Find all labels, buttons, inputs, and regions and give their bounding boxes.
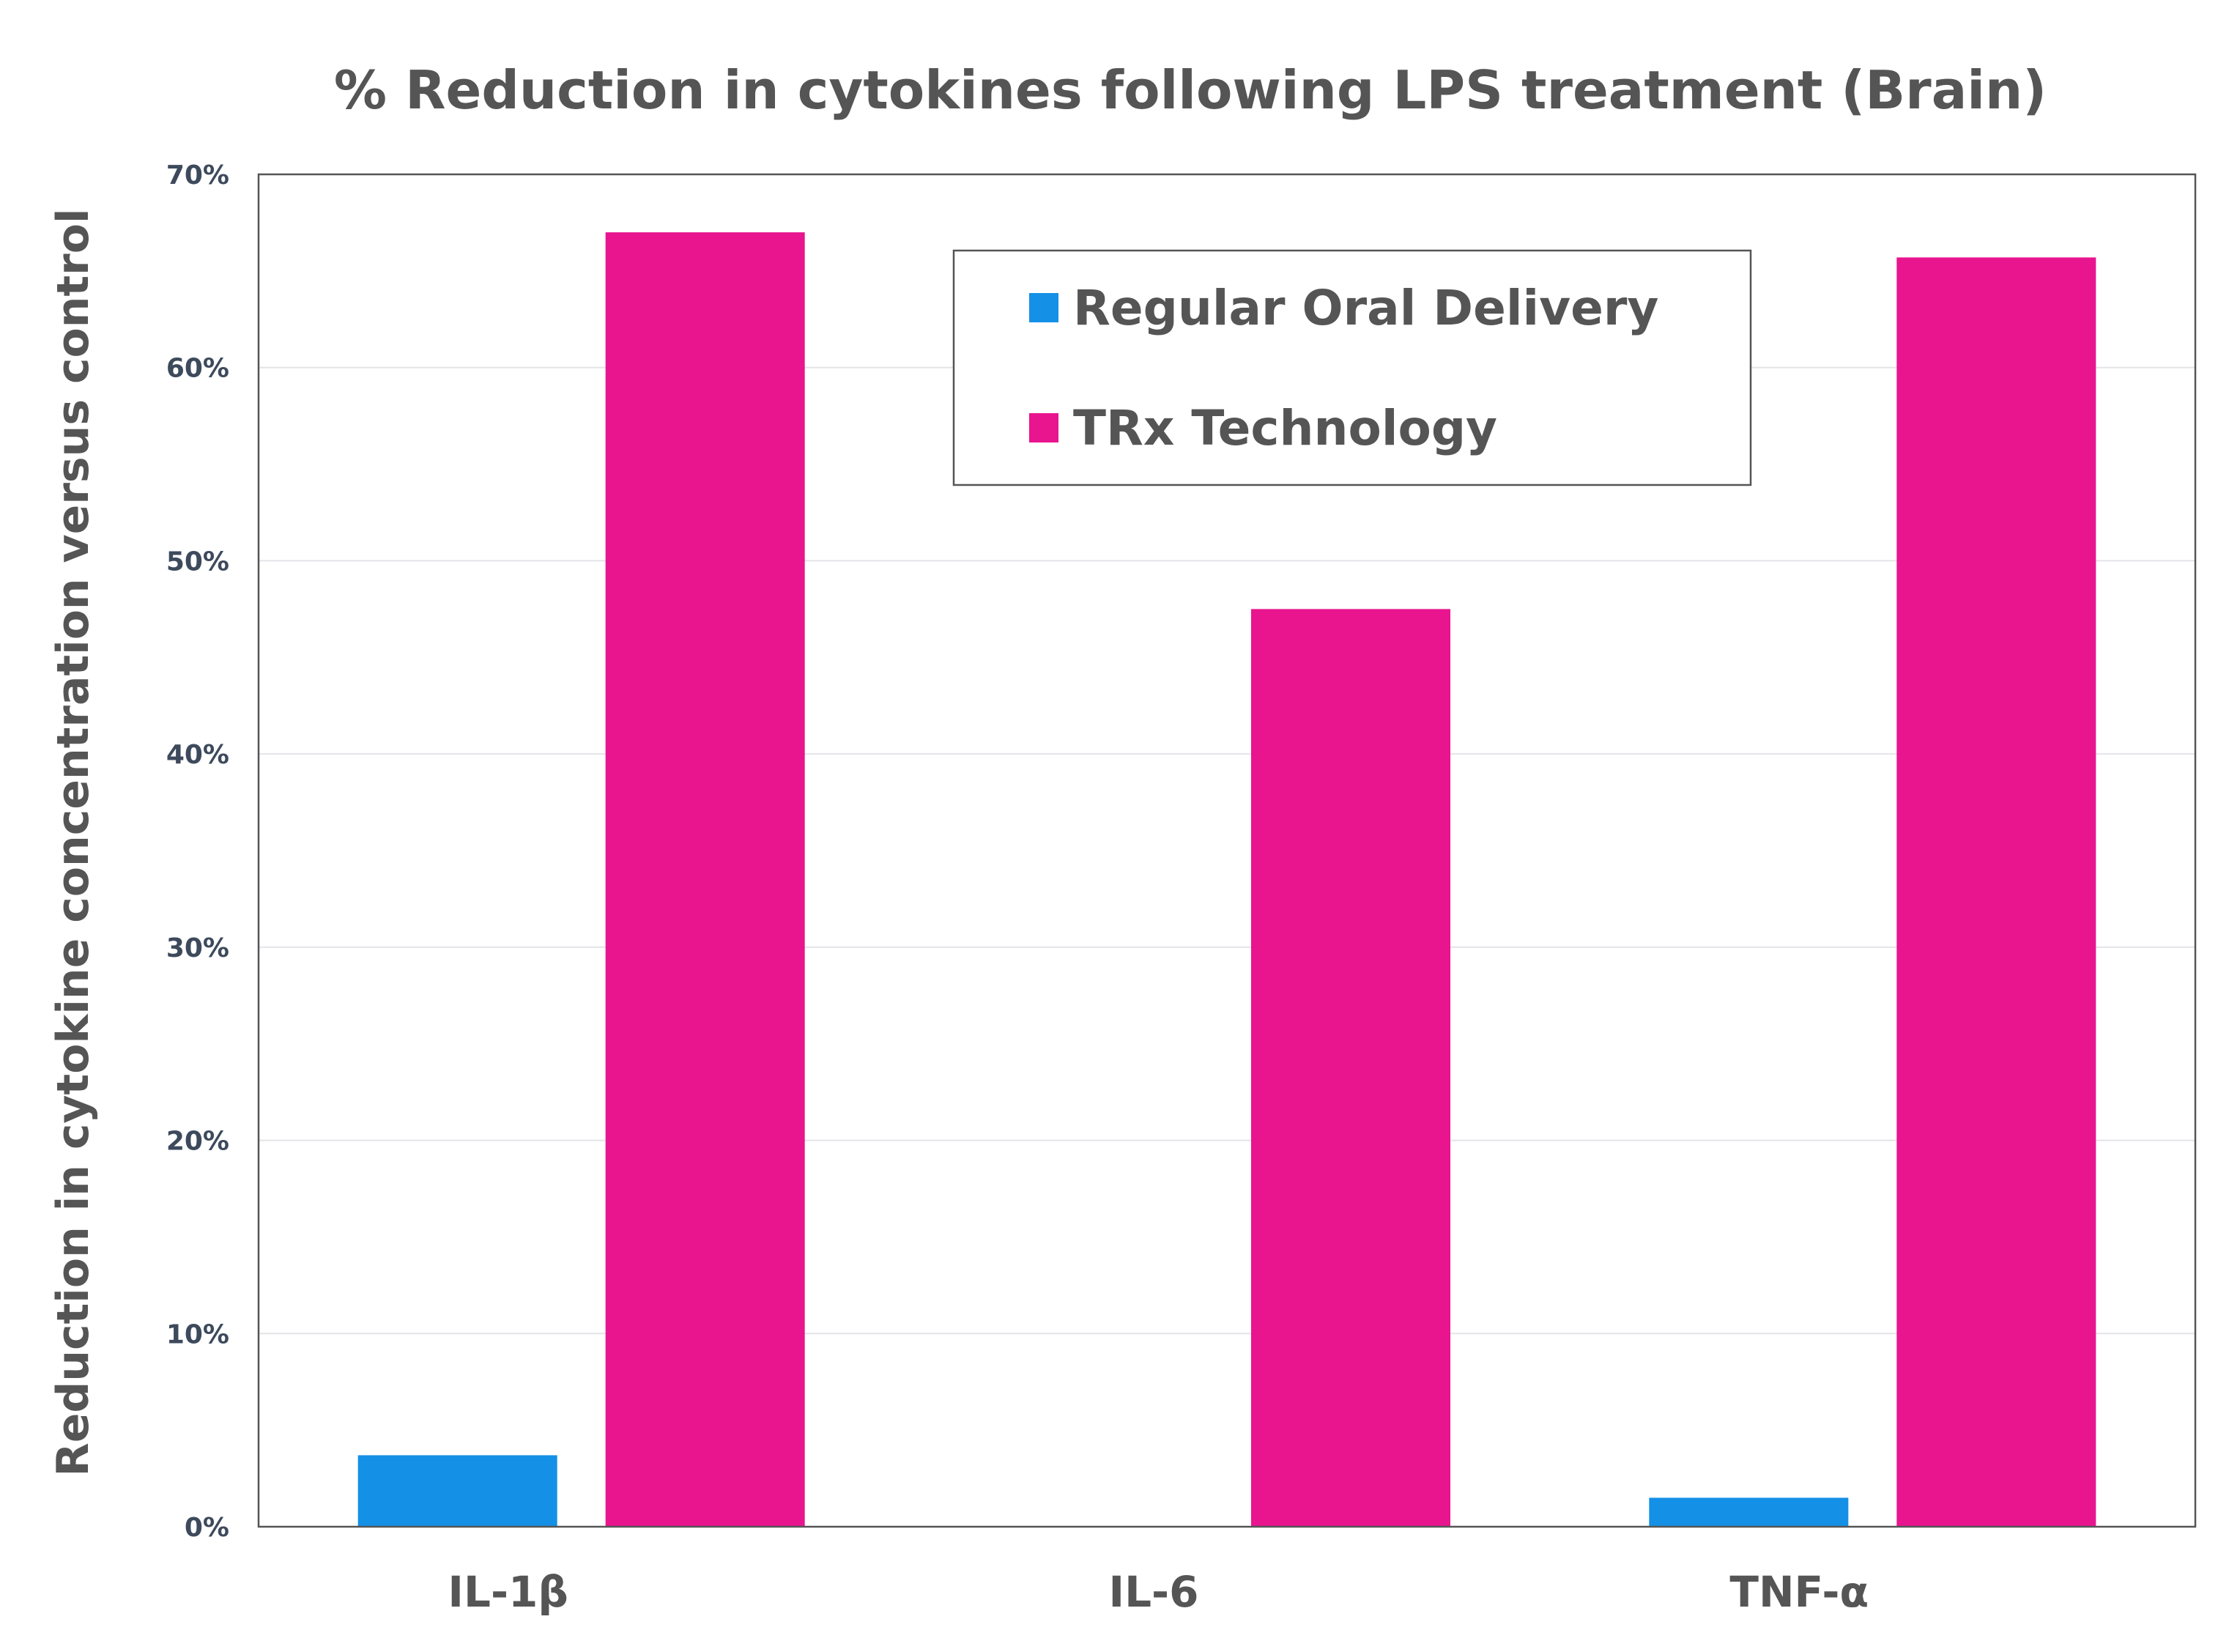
y-axis-ticks: 0% 10% 20% 30% 40% 50% 60% 70% bbox=[166, 160, 229, 1543]
y-tick-label: 40% bbox=[166, 740, 229, 770]
legend-swatch-trx-technology bbox=[1029, 413, 1058, 442]
y-axis-label: Reduction in cytokine concentration vers… bbox=[48, 208, 99, 1476]
y-tick-label: 30% bbox=[166, 933, 229, 963]
chart-title: % Reduction in cytokines following LPS t… bbox=[334, 59, 2047, 121]
y-tick-label: 10% bbox=[166, 1319, 229, 1349]
bar-regular-oral-delivery-tnf bbox=[1649, 1497, 1849, 1527]
y-tick-label: 60% bbox=[166, 354, 229, 384]
legend-swatch-regular-oral-delivery bbox=[1029, 293, 1058, 322]
y-tick-label: 50% bbox=[166, 547, 229, 577]
y-tick-label: 0% bbox=[185, 1513, 229, 1543]
x-tick-label: IL-1β bbox=[448, 1567, 568, 1617]
bar-trx-technology-il-1 bbox=[605, 232, 805, 1527]
x-tick-label: IL-6 bbox=[1109, 1567, 1199, 1617]
bar-trx-technology-tnf bbox=[1896, 257, 2096, 1527]
bar-trx-technology-il-6 bbox=[1251, 609, 1450, 1527]
bars bbox=[357, 232, 2096, 1527]
legend-label-regular-oral-delivery: Regular Oral Delivery bbox=[1073, 280, 1658, 336]
plot-frame bbox=[257, 173, 2197, 1528]
legend-box bbox=[952, 249, 1752, 486]
y-tick-label: 20% bbox=[166, 1127, 229, 1157]
x-axis-ticks: IL-1β IL-6 TNF-α bbox=[448, 1567, 1869, 1617]
y-tick-label: 70% bbox=[166, 160, 229, 190]
bar-regular-oral-delivery-il-1 bbox=[357, 1455, 557, 1527]
x-tick-label: TNF-α bbox=[1729, 1567, 1869, 1617]
legend-label-trx-technology: TRx Technology bbox=[1073, 400, 1497, 456]
legend: Regular Oral Delivery TRx Technology bbox=[952, 249, 1752, 486]
